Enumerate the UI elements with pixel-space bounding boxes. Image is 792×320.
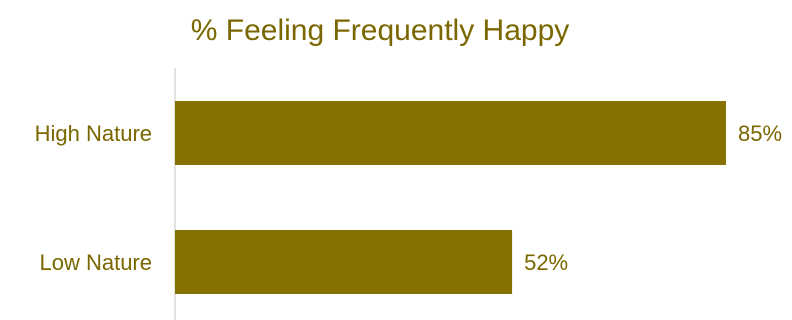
bar-high-nature bbox=[175, 101, 726, 165]
value-label: 85% bbox=[738, 121, 782, 146]
bar-low-nature bbox=[175, 230, 513, 294]
value-label: 52% bbox=[524, 250, 568, 275]
category-label: High Nature bbox=[35, 121, 152, 146]
chart-title: % Feeling Frequently Happy bbox=[191, 14, 570, 47]
bars-layer: High Nature 85% Low Nature 52% bbox=[35, 101, 782, 294]
category-label: Low Nature bbox=[39, 250, 152, 275]
